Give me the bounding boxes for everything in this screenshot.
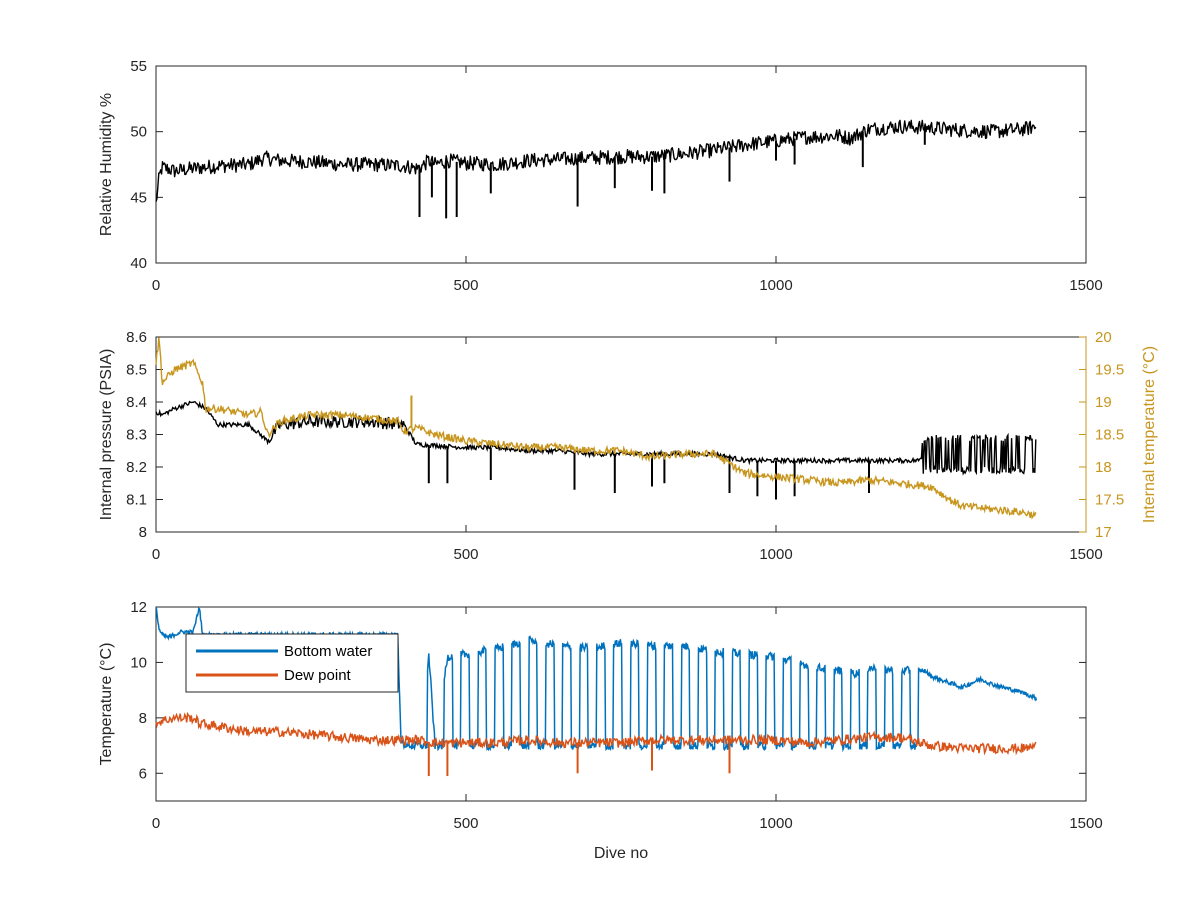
y2-tick-label: 17 (1095, 524, 1112, 541)
legend-label-bottom-water: Bottom water (284, 643, 372, 660)
x-tick-label: 0 (152, 546, 160, 563)
y-tick-label: 50 (130, 124, 147, 141)
y-tick-label: 10 (130, 654, 147, 671)
plot-frame (155, 606, 1087, 802)
y-tick-label: 6 (139, 765, 147, 782)
legend-box (185, 633, 399, 693)
y-tick-label: 8.4 (126, 394, 147, 411)
y2-tick-label: 20 (1095, 329, 1112, 346)
axes-panel-2: 0 500 1000 1500 8 8.1 8.2 8.3 8.4 8.5 8.6 Internal … (98, 329, 1158, 563)
y-tick-label: 40 (130, 255, 147, 272)
y-tick-label: 45 (130, 189, 147, 206)
axes-panel-1: 0 500 1000 1500 40 45 50 55 Relative Humidity % (98, 58, 1103, 294)
y-tick-label: 55 (130, 58, 147, 75)
y2-tick-label: 17.5 (1095, 492, 1124, 509)
x-tick-label: 1000 (759, 815, 792, 832)
y-tick-label: 8.6 (126, 329, 147, 346)
y2-tick-label: 19 (1095, 394, 1112, 411)
dew-point-series-line (155, 711, 1037, 756)
legend: Bottom water Dew point (185, 633, 399, 693)
x-tick-label: 1000 (759, 277, 792, 294)
x-tick-label: 1000 (759, 546, 792, 563)
x-axis-label: Dive no (594, 845, 648, 862)
x-tick-label: 0 (152, 277, 160, 294)
x-tick-label: 1500 (1069, 815, 1102, 832)
plot-frame (155, 336, 1087, 533)
y-axis-label: Relative Humidity % (98, 93, 115, 236)
y-tick-label: 8.2 (126, 459, 147, 476)
y2-tick-label: 18.5 (1095, 427, 1124, 444)
y-tick-label: 12 (130, 599, 147, 616)
x-tick-label: 0 (152, 815, 160, 832)
legend-label-dew-point: Dew point (284, 667, 352, 684)
x-tick-label: 500 (453, 815, 478, 832)
y-axis-label: Internal pressure (PSIA) (98, 349, 115, 521)
x-tick-label: 500 (453, 546, 478, 563)
y-tick-label: 8 (139, 710, 147, 727)
axes-panel-3: 0 500 1000 1500 6 8 10 12 Temperature (°C) Dive n… (98, 599, 1103, 862)
x-tick-label: 1500 (1069, 546, 1102, 563)
y-tick-label: 8.1 (126, 492, 147, 509)
pressure-series-line (155, 400, 1037, 476)
y2-tick-label: 18 (1095, 459, 1112, 476)
temperature-series-line (155, 337, 1037, 520)
x-tick-label: 1500 (1069, 277, 1102, 294)
y-axis-label: Temperature (°C) (98, 643, 115, 766)
x-tick-label: 500 (453, 277, 478, 294)
y-tick-label: 8.3 (126, 427, 147, 444)
y-tick-label: 8.5 (126, 362, 147, 379)
y2-tick-label: 19.5 (1095, 362, 1124, 379)
plot-frame (155, 65, 1087, 264)
y2-axis-label: Internal temperature (°C) (1141, 346, 1158, 523)
y-tick-label: 8 (139, 524, 147, 541)
humidity-series-line (155, 119, 1037, 202)
